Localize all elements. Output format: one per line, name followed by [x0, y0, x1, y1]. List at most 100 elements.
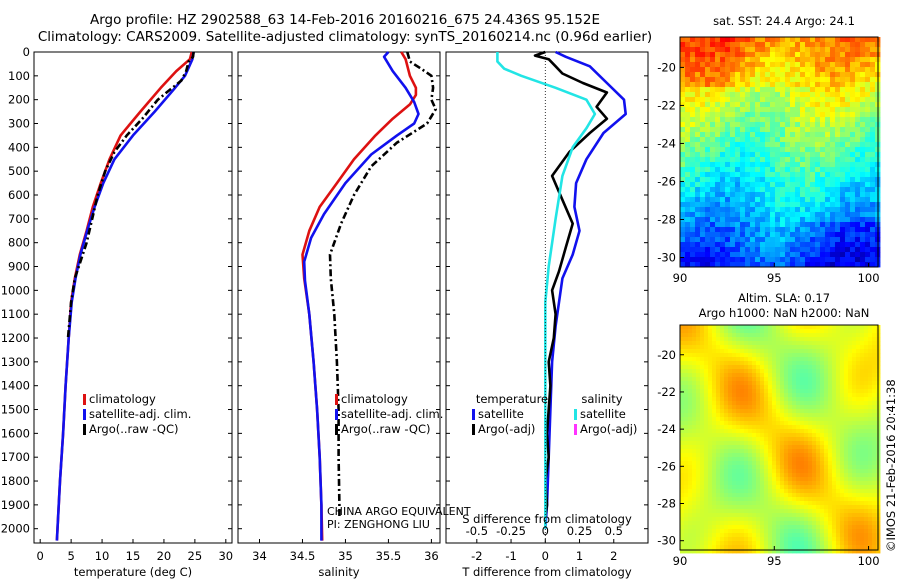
sst-map-cell [710, 147, 716, 153]
sla-map-cell [784, 361, 789, 366]
sst-map-cell [830, 157, 836, 163]
sla-map-cell [760, 541, 765, 546]
sla-map-cell [732, 501, 737, 506]
sla-map-cell [792, 341, 797, 346]
sst-map-cell [790, 192, 796, 198]
sla-map-cell [816, 405, 821, 410]
sla-map-cell [840, 545, 845, 550]
sst-map-cell [850, 172, 856, 178]
sla-map-cell [712, 529, 717, 534]
sla-map-cell [752, 365, 757, 370]
sst-map-cell [695, 182, 701, 188]
sla-map-cell [828, 381, 833, 386]
sla-map-cell [760, 485, 765, 490]
sla-map-cell [832, 389, 837, 394]
sla-map-cell [744, 385, 749, 390]
sla-map-cell [828, 549, 833, 554]
sst-map-cell [825, 92, 831, 98]
difference-xlabel: T difference from climatology [461, 565, 632, 579]
sst-map-cell [775, 197, 781, 203]
sst-map-cell [815, 187, 821, 193]
sla-map-cell [760, 349, 765, 354]
sst-map-cell [740, 107, 746, 113]
sla-map-cell [720, 333, 725, 338]
sla-map-cell [816, 433, 821, 438]
sst-map-cell [775, 137, 781, 143]
sst-map-cell [845, 97, 851, 103]
sla-map-cell [772, 413, 777, 418]
sla-map-cell [704, 517, 709, 522]
sst-map-cell [725, 152, 731, 158]
sst-map-cell [720, 137, 726, 143]
sla-map-cell [856, 401, 861, 406]
sla-map-cell [716, 353, 721, 358]
sst-map-cell [845, 92, 851, 98]
sst-map-cell [860, 207, 866, 213]
sla-map-cell [812, 409, 817, 414]
sla-map-cell [772, 513, 777, 518]
sla-map-cell [812, 541, 817, 546]
sst-map-cell [690, 247, 696, 253]
sla-map-cell [820, 485, 825, 490]
sst-map-cell [730, 37, 736, 43]
sst-map-cell [830, 67, 836, 73]
sla-map-cell [812, 509, 817, 514]
sst-map-cell [810, 157, 816, 163]
sla-map-cell [860, 337, 865, 342]
sst-map-cell [705, 82, 711, 88]
sla-map-cell [836, 505, 841, 510]
sla-map-cell [864, 501, 869, 506]
sla-map-cell [868, 341, 873, 346]
sst-map-cell [800, 67, 806, 73]
sla-map-cell [804, 469, 809, 474]
sla-map-cell [712, 349, 717, 354]
sla-map-cell [732, 369, 737, 374]
sst-map-cell [790, 87, 796, 93]
sla-map-cell [788, 465, 793, 470]
sla-map-cell [744, 389, 749, 394]
sst-map-cell [690, 67, 696, 73]
sst-map-cell [685, 57, 691, 63]
sla-map-cell [780, 341, 785, 346]
sla-map-cell [872, 437, 877, 442]
sst-map-cell [855, 207, 861, 213]
sla-map-cell [848, 425, 853, 430]
sla-map-cell [732, 509, 737, 514]
sla-map-cell [852, 477, 857, 482]
sla-map-cell [796, 401, 801, 406]
sst-map-cell [740, 217, 746, 223]
sst-map-cell [755, 107, 761, 113]
sla-map-cell [860, 537, 865, 542]
sla-map-cell [796, 497, 801, 502]
sla-map-cell [700, 473, 705, 478]
sst-map-cell [870, 197, 876, 203]
sst-map-cell [745, 112, 751, 118]
sst-map-cell [680, 72, 686, 78]
sla-map-cell [696, 329, 701, 334]
sst-map-cell [720, 197, 726, 203]
sst-map-cell [830, 107, 836, 113]
sla-map-cell [856, 477, 861, 482]
sla-map-cell [852, 397, 857, 402]
sla-map-cell [828, 409, 833, 414]
sla-map-cell [844, 449, 849, 454]
sla-map-cell [792, 377, 797, 382]
sla-map-cell [708, 409, 713, 414]
sst-map-cell [840, 42, 846, 48]
sst-map-cell [810, 257, 816, 263]
sla-map-cell [852, 525, 857, 530]
sst-map-cell [700, 157, 706, 163]
sst-map-cell [700, 52, 706, 58]
sst-map-cell [695, 192, 701, 198]
sla-map-cell [832, 433, 837, 438]
sla-map-cell [716, 373, 721, 378]
sla-map-cell [688, 397, 693, 402]
sst-map-cell [865, 232, 871, 238]
sst-map-cell [695, 222, 701, 228]
sst-map-cell [855, 142, 861, 148]
sst-map-cell [680, 107, 686, 113]
sst-map-cell [830, 57, 836, 63]
sla-map-cell [720, 373, 725, 378]
sst-map-cell [855, 147, 861, 153]
sla-map-cell [780, 389, 785, 394]
